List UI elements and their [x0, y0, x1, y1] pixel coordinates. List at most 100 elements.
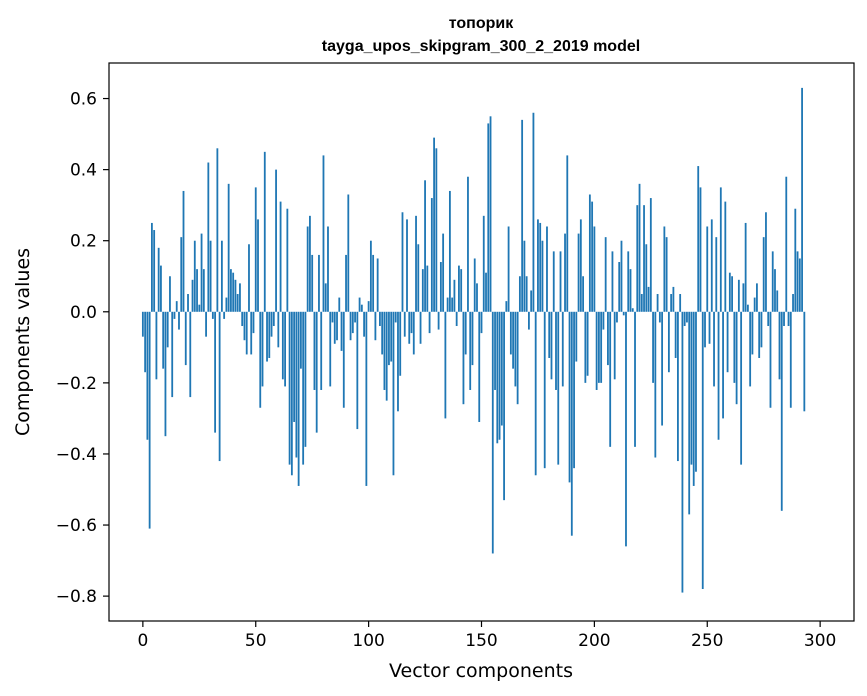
bar-104 — [376, 258, 379, 312]
bar-233 — [667, 311, 670, 373]
bar-93 — [351, 311, 354, 334]
y-tick-label: −0.4 — [56, 445, 97, 465]
x-tick-label: 0 — [137, 631, 148, 651]
bar-15 — [175, 301, 178, 312]
bar-291 — [798, 258, 801, 312]
bar-147 — [473, 258, 476, 312]
bar-128 — [430, 198, 433, 312]
bar-125 — [424, 180, 426, 312]
bar-196 — [584, 311, 587, 383]
bar-203 — [600, 311, 603, 383]
bar-99 — [365, 311, 368, 486]
bar-202 — [597, 311, 600, 383]
bar-84 — [331, 311, 334, 323]
bar-140 — [458, 265, 460, 312]
bar-153 — [487, 123, 490, 312]
bar-136 — [448, 190, 451, 312]
bar-31 — [211, 311, 214, 319]
bar-279 — [771, 251, 774, 312]
bar-132 — [439, 262, 442, 312]
bar-190 — [570, 311, 573, 536]
bar-161 — [505, 301, 508, 312]
bar-58 — [272, 311, 275, 327]
bar-16 — [178, 311, 180, 330]
bar-225 — [649, 198, 652, 312]
bar-61 — [279, 201, 282, 312]
bar-246 — [697, 166, 700, 312]
y-tick-label: 0.2 — [70, 232, 97, 252]
bar-47 — [248, 244, 250, 312]
bar-281 — [776, 290, 779, 312]
bar-17 — [180, 237, 183, 312]
bar-37 — [225, 297, 228, 312]
bar-277 — [767, 311, 770, 327]
bar-197 — [586, 311, 589, 376]
bar-166 — [516, 311, 519, 405]
bar-119 — [410, 311, 413, 334]
bar-149 — [478, 311, 481, 422]
bar-130 — [435, 148, 438, 312]
bar-72 — [304, 311, 307, 447]
bar-1 — [144, 311, 147, 373]
bar-204 — [602, 311, 605, 330]
bar-43 — [239, 283, 241, 312]
bar-69 — [297, 311, 300, 486]
bar-175 — [537, 219, 539, 312]
bar-245 — [695, 311, 697, 472]
bar-155 — [491, 311, 494, 554]
bar-284 — [783, 311, 785, 327]
bar-180 — [548, 311, 551, 358]
bar-7 — [157, 247, 160, 312]
bar-11 — [166, 311, 169, 348]
x-tick-label: 50 — [245, 631, 267, 651]
bar-48 — [250, 311, 253, 355]
bar-114 — [399, 311, 402, 376]
bar-212 — [620, 240, 623, 312]
bar-283 — [780, 311, 783, 511]
bar-60 — [277, 311, 280, 348]
bar-34 — [218, 311, 221, 462]
bar-97 — [360, 304, 363, 312]
bar-66 — [290, 311, 293, 476]
bar-38 — [227, 183, 230, 312]
bar-165 — [514, 311, 517, 387]
bar-133 — [442, 233, 445, 312]
bar-227 — [654, 311, 657, 458]
bar-76 — [313, 311, 316, 390]
bar-36 — [223, 311, 226, 319]
bar-89 — [342, 311, 345, 408]
x-tick-label: 250 — [691, 631, 723, 651]
bar-210 — [616, 311, 618, 323]
bar-74 — [309, 215, 311, 312]
bar-201 — [595, 311, 598, 390]
bar-101 — [369, 240, 372, 312]
bar-257 — [722, 311, 724, 419]
bar-24 — [196, 269, 198, 312]
bar-271 — [753, 297, 756, 312]
bar-192 — [575, 311, 578, 362]
bar-159 — [500, 311, 503, 426]
bar-141 — [460, 269, 463, 312]
bar-242 — [688, 311, 691, 515]
bar-39 — [230, 269, 232, 312]
bars-group — [141, 87, 806, 593]
bar-33 — [216, 148, 219, 312]
bar-228 — [656, 294, 659, 312]
bar-51 — [257, 219, 259, 312]
bar-110 — [390, 311, 393, 362]
bar-91 — [347, 194, 350, 312]
bar-12 — [169, 276, 171, 312]
bar-157 — [496, 311, 499, 444]
bar-263 — [735, 311, 738, 405]
bar-86 — [336, 311, 338, 341]
bar-191 — [573, 311, 575, 469]
bar-13 — [171, 311, 174, 398]
bar-239 — [681, 311, 684, 593]
bar-21 — [189, 311, 192, 398]
bar-234 — [670, 294, 673, 312]
bar-255 — [717, 311, 720, 440]
bar-120 — [412, 311, 415, 355]
y-tick-label: −0.8 — [56, 587, 97, 607]
chart-title-line1: топорик — [449, 15, 514, 32]
bar-70 — [299, 311, 302, 369]
